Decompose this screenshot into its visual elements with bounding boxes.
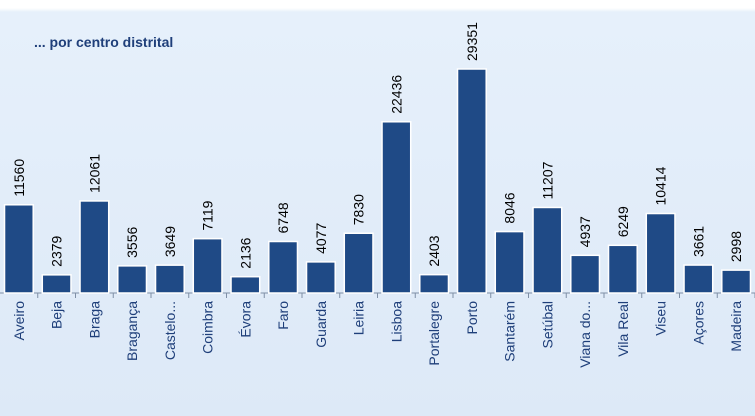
category-label: Viseu bbox=[653, 301, 669, 336]
value-label: 11560 bbox=[11, 159, 27, 197]
bar-2 bbox=[41, 274, 72, 294]
bar-6 bbox=[192, 237, 223, 294]
category-label: Viana do... bbox=[577, 301, 593, 368]
category-label: Leiria bbox=[351, 301, 367, 335]
value-label: 2136 bbox=[237, 237, 253, 268]
bar-18 bbox=[645, 212, 676, 294]
value-label: 6748 bbox=[275, 202, 291, 233]
bar-4 bbox=[117, 265, 148, 294]
value-label: 3661 bbox=[690, 226, 706, 257]
value-label: 3556 bbox=[124, 227, 140, 258]
value-label: 22436 bbox=[388, 75, 404, 114]
chart-title: ... por centro distrital bbox=[34, 34, 174, 50]
value-label: 7119 bbox=[200, 200, 216, 230]
category-label: Bragança bbox=[124, 301, 140, 361]
category-label: Madeira bbox=[728, 301, 744, 352]
category-label: Vila Real bbox=[615, 301, 631, 357]
category-label: Beja bbox=[49, 301, 65, 329]
value-label: 7830 bbox=[351, 194, 367, 225]
bar-14 bbox=[494, 230, 525, 294]
category-label: Lisboa bbox=[388, 301, 404, 342]
category-label: Braga bbox=[86, 301, 102, 339]
category-label: Porto bbox=[464, 301, 480, 335]
value-label: 6249 bbox=[615, 206, 631, 237]
category-label: Faro bbox=[275, 301, 291, 330]
value-label: 3649 bbox=[162, 226, 178, 257]
bar-5 bbox=[154, 264, 185, 294]
value-label: 2998 bbox=[728, 231, 744, 262]
value-label: 4937 bbox=[577, 216, 593, 247]
bar-3 bbox=[79, 200, 110, 294]
value-label: 2379 bbox=[49, 235, 65, 266]
category-label: Castelo... bbox=[162, 301, 178, 360]
category-label: Coimbra bbox=[200, 301, 216, 354]
category-label: Santarém bbox=[502, 301, 518, 362]
value-label: 10414 bbox=[653, 166, 669, 205]
category-label: Aveiro bbox=[11, 301, 27, 341]
bar-19 bbox=[683, 264, 714, 294]
bar-9 bbox=[305, 261, 336, 294]
value-label: 12061 bbox=[86, 154, 102, 193]
category-label: Évora bbox=[237, 301, 253, 338]
bar-15 bbox=[532, 206, 563, 294]
bar-16 bbox=[570, 254, 601, 294]
value-label: 8046 bbox=[502, 192, 518, 223]
bar-1 bbox=[3, 204, 34, 294]
bar-12 bbox=[419, 273, 450, 294]
value-label: 29351 bbox=[464, 22, 480, 61]
bar-20 bbox=[721, 269, 752, 294]
category-label: Açores bbox=[690, 301, 706, 345]
value-label: 2403 bbox=[426, 235, 442, 266]
bar-8 bbox=[268, 240, 299, 294]
value-label: 11207 bbox=[539, 161, 555, 199]
category-label: Setúbal bbox=[539, 301, 555, 348]
category-label: Guarda bbox=[313, 301, 329, 348]
category-label: Portalegre bbox=[426, 301, 442, 366]
bar-7 bbox=[230, 275, 261, 294]
bar-10 bbox=[343, 232, 374, 294]
bar-13 bbox=[456, 68, 487, 294]
value-label: 4077 bbox=[313, 223, 329, 254]
bar-11 bbox=[381, 121, 412, 294]
bar-17 bbox=[607, 244, 638, 294]
